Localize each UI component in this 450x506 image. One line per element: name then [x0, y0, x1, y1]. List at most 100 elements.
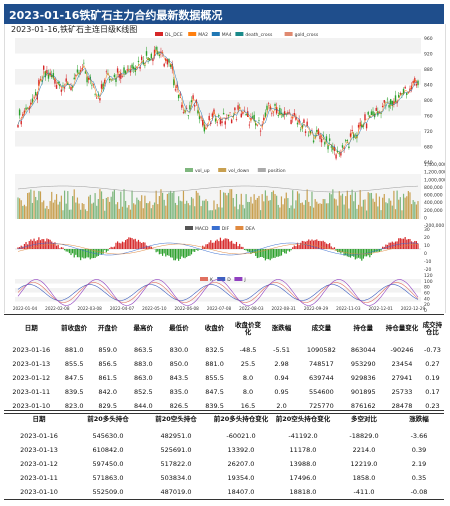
macd-bar	[390, 242, 392, 249]
macd-bar	[97, 249, 99, 257]
x-date-label: 2022-07-08	[207, 306, 232, 311]
volume-bar	[309, 206, 311, 219]
volume-bar	[70, 209, 72, 219]
candle-body	[169, 64, 172, 67]
macd-bar	[192, 249, 194, 252]
volume-tick-label: 200,000	[424, 208, 443, 214]
volume-bar	[306, 189, 308, 219]
macd-bar	[316, 239, 318, 249]
macd-bar	[68, 249, 71, 254]
candle-body	[348, 146, 350, 149]
candle-body	[224, 121, 226, 125]
macd-bar	[25, 242, 27, 249]
candle-body	[263, 117, 265, 121]
candle-body	[375, 107, 377, 111]
candle-body	[108, 79, 111, 81]
table-cell: 610842.0	[92, 445, 124, 454]
macd-bar	[161, 249, 164, 256]
candle-body	[126, 69, 128, 71]
volume-bar	[308, 201, 310, 219]
candle-body	[373, 113, 376, 118]
volume-bar	[63, 190, 66, 219]
volume-bar	[300, 203, 302, 219]
volume-bar	[279, 207, 281, 219]
candle-body	[345, 140, 347, 142]
candle-body	[306, 121, 308, 126]
legend-label: DIF	[222, 226, 230, 232]
legend-swatch	[235, 32, 244, 36]
table-header-cell: 涨跌幅	[409, 415, 429, 424]
macd-bar	[321, 241, 323, 249]
macd-bar	[35, 241, 37, 249]
volume-bar	[322, 198, 324, 219]
candle-body	[356, 134, 358, 139]
candle-body	[184, 110, 186, 113]
macd-bar	[288, 249, 291, 252]
candle-body	[157, 51, 159, 55]
volume-bar	[333, 198, 336, 219]
volume-bar	[144, 195, 146, 219]
volume-bar	[67, 191, 69, 219]
legend-label: vol_down	[228, 168, 249, 174]
volume-bar	[197, 192, 199, 219]
candle-body	[259, 130, 262, 132]
macd-bar	[385, 244, 387, 249]
candle-body	[277, 115, 279, 117]
candle-body	[152, 58, 154, 62]
volume-bar	[181, 201, 183, 219]
candle-body	[121, 75, 124, 77]
table-cell: 883.0	[134, 359, 153, 368]
candle-body	[60, 89, 63, 92]
volume-bar	[179, 200, 181, 219]
macd-bar	[322, 240, 324, 249]
volume-bar	[357, 204, 360, 219]
table-row: 2023-01-10 552509.0 487019.0 18407.0 18818.0…	[4, 484, 444, 500]
candle-body	[17, 124, 19, 128]
macd-bar	[182, 249, 185, 258]
macd-bar	[414, 240, 416, 249]
volume-bar	[393, 190, 395, 219]
macd-bar	[99, 249, 101, 254]
table-cell: 487019.0	[142, 484, 210, 500]
candle-body	[383, 100, 385, 103]
volume-bar	[391, 205, 393, 219]
candle-body	[274, 104, 276, 106]
volume-bar	[280, 196, 283, 219]
candle-body	[314, 136, 316, 137]
table-cell: 2023-01-10	[4, 484, 74, 500]
candle-body	[308, 134, 310, 136]
candle-body	[264, 112, 267, 118]
table-header-cell: 前20空头持仓	[155, 415, 197, 424]
macd-bar	[75, 249, 77, 255]
volume-bar	[44, 208, 46, 219]
volume-bar	[33, 190, 35, 219]
macd-bar	[296, 242, 299, 249]
volume-bar	[129, 209, 132, 219]
volume-bar	[46, 205, 48, 219]
price-tick-label: 640	[424, 160, 433, 166]
volume-bar	[137, 199, 140, 219]
grid-band	[15, 297, 421, 302]
kdj-tick-label: 0	[424, 308, 427, 313]
volume-bar	[36, 200, 38, 219]
volume-bar	[123, 189, 125, 219]
volume-bar	[211, 210, 213, 219]
table-cell: 525691.0	[160, 445, 192, 454]
macd-bar	[330, 246, 332, 249]
table-cell: 850.0	[169, 359, 189, 368]
banner-title: 2023-01-16铁矿石主力合约最新数据概况	[9, 9, 223, 22]
candle-body	[197, 110, 199, 114]
table-cell: 863.0	[134, 373, 153, 382]
macd-bar	[311, 239, 313, 249]
volume-bar	[375, 193, 377, 219]
macd-bar	[125, 240, 127, 249]
table-cell: 0.39	[411, 445, 427, 454]
volume-bar	[186, 200, 188, 219]
macd-bar	[394, 241, 397, 249]
macd-bar	[248, 249, 250, 253]
table-header-cell: 成交量	[311, 324, 332, 333]
table-header-cell: 最低价	[169, 324, 189, 333]
table-cell: 843.5	[169, 373, 189, 382]
volume-bar	[147, 203, 149, 219]
